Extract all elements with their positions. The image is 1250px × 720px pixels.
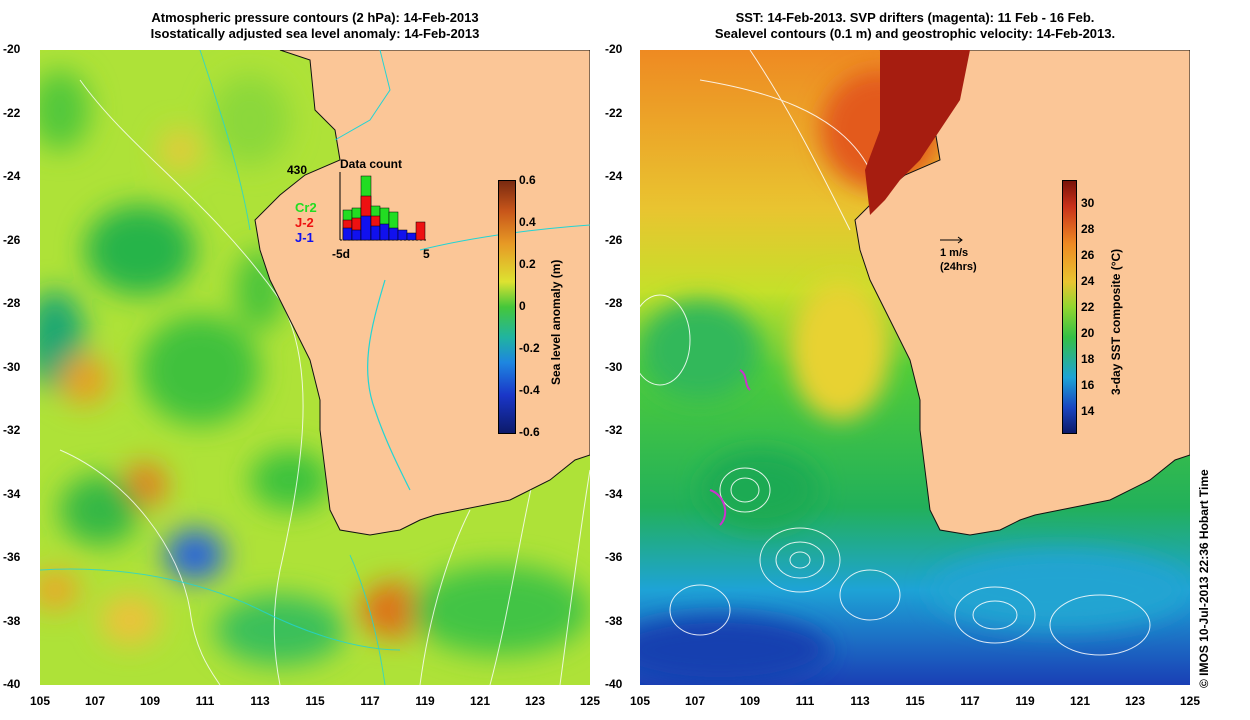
right-colorbar-ticks: 30 28 26 24 22 20 18 16 14 <box>1081 196 1111 436</box>
scale-label-2: (24hrs) <box>940 261 977 273</box>
left-xtick-121: 121 <box>469 694 491 708</box>
rcb-tick-7: 16 <box>1081 378 1095 392</box>
lcb-tick-2: 0.2 <box>519 257 536 271</box>
left-colorbar <box>498 180 516 434</box>
right-ytick--40: -40 <box>605 677 623 691</box>
inset-title: Data count <box>340 157 402 171</box>
right-xtick-109: 109 <box>739 694 761 708</box>
left-title: Atmospheric pressure contours (2 hPa): 1… <box>40 10 590 42</box>
left-xtick-109: 109 <box>139 694 161 708</box>
left-ytick--20: -20 <box>3 42 21 56</box>
left-title-line2: Isostatically adjusted sea level anomaly… <box>150 26 480 41</box>
left-xtick-119: 119 <box>415 694 435 708</box>
lcb-tick-1: 0.4 <box>519 215 536 229</box>
right-ytick--26: -26 <box>605 232 623 247</box>
rcb-tick-8: 14 <box>1081 404 1095 418</box>
left-ytick--28: -28 <box>3 296 21 310</box>
rcb-tick-1: 28 <box>1081 222 1095 236</box>
left-xtick-117: 117 <box>360 694 380 708</box>
left-ytick--34: -34 <box>3 486 21 501</box>
left-colorbar-ticks: 0.6 0.4 0.2 0 -0.2 -0.4 -0.6 <box>519 173 559 443</box>
left-colorbar-label: Sea level anomaly (m) <box>549 259 563 385</box>
inset-max-label: 430 <box>287 163 307 177</box>
right-xtick-117: 117 <box>960 694 980 708</box>
right-ytick--24: -24 <box>605 169 623 183</box>
left-ytick--24: -24 <box>3 169 21 183</box>
right-ytick--28: -28 <box>605 296 623 310</box>
rcb-tick-6: 18 <box>1081 352 1095 366</box>
left-xtick-107: 107 <box>84 694 106 708</box>
right-xtick-105: 105 <box>629 694 651 708</box>
inset-xtick-left: -5d <box>332 247 350 261</box>
left-xtick-123: 123 <box>524 694 546 708</box>
right-xtick-121: 121 <box>1069 694 1091 708</box>
left-ytick--30: -30 <box>3 359 21 374</box>
right-title: SST: 14-Feb-2013. SVP drifters (magenta)… <box>640 10 1190 42</box>
right-xtick-113: 113 <box>850 694 870 708</box>
right-xtick-125: 125 <box>1179 694 1201 708</box>
lcb-tick-4: -0.2 <box>519 341 540 355</box>
right-xtick-119: 119 <box>1015 694 1035 708</box>
inset-legend: Cr2 J-2 J-1 <box>295 200 317 245</box>
left-ytick--40: -40 <box>3 677 21 691</box>
svp-drifters <box>709 369 751 526</box>
velocity-scale <box>940 236 963 244</box>
right-title-line2: Sealevel contours (0.1 m) and geostrophi… <box>714 26 1116 41</box>
land-mass <box>854 50 1190 536</box>
right-ytick--38: -38 <box>605 613 623 628</box>
inset-bars <box>339 172 427 241</box>
left-xtick-113: 113 <box>250 694 270 708</box>
lcb-tick-3: 0 <box>519 299 526 313</box>
right-colorbar <box>1062 180 1077 434</box>
right-map <box>640 50 1190 685</box>
right-ytick--20: -20 <box>605 42 623 56</box>
scale-label-1: 1 m/s <box>940 247 969 259</box>
credit-text: © IMOS 10-Jul-2013 22:36 Hobart Time <box>1197 469 1211 688</box>
left-ytick--38: -38 <box>3 613 21 628</box>
legend-j1: J-1 <box>295 230 314 245</box>
left-xtick-111: 111 <box>195 694 215 708</box>
lcb-tick-0: 0.6 <box>519 173 536 187</box>
rcb-tick-4: 22 <box>1081 300 1095 314</box>
rcb-tick-0: 30 <box>1081 196 1095 210</box>
right-ytick--34: -34 <box>605 486 623 501</box>
rcb-tick-5: 20 <box>1081 326 1095 340</box>
right-ytick--36: -36 <box>605 550 623 564</box>
left-ytick--36: -36 <box>3 550 21 564</box>
data-count-inset: 430 Data count Cr2 J-2 J-1 -5d 5 <box>287 157 430 261</box>
left-ytick--26: -26 <box>3 232 21 247</box>
sla-cyan-contours <box>40 50 401 685</box>
right-xtick-111: 111 <box>795 694 815 708</box>
rcb-tick-3: 24 <box>1081 274 1095 288</box>
right-colorbar-label: 3-day SST composite (°C) <box>1109 248 1123 395</box>
pressure-contours <box>59 79 590 685</box>
left-xtick-105: 105 <box>29 694 51 708</box>
inset-xtick-right: 5 <box>423 247 430 261</box>
left-ytick--22: -22 <box>3 105 21 120</box>
legend-cr2: Cr2 <box>295 200 317 215</box>
right-ytick--22: -22 <box>605 105 623 120</box>
right-ytick--30: -30 <box>605 359 623 374</box>
right-xtick-107: 107 <box>684 694 706 708</box>
right-xtick-115: 115 <box>905 694 925 708</box>
rcb-tick-2: 26 <box>1081 248 1095 262</box>
left-ytick--32: -32 <box>3 423 21 437</box>
lcb-tick-6: -0.6 <box>519 425 540 439</box>
left-title-line1: Atmospheric pressure contours (2 hPa): 1… <box>151 10 479 25</box>
right-title-line1: SST: 14-Feb-2013. SVP drifters (magenta)… <box>735 10 1095 25</box>
right-xtick-123: 123 <box>1124 694 1146 708</box>
left-xtick-125: 125 <box>579 694 601 708</box>
sea-level-contours <box>640 50 1151 656</box>
legend-j2: J-2 <box>295 215 314 230</box>
left-xtick-115: 115 <box>305 694 325 708</box>
right-ytick--32: -32 <box>605 423 623 437</box>
lcb-tick-5: -0.4 <box>519 383 540 397</box>
